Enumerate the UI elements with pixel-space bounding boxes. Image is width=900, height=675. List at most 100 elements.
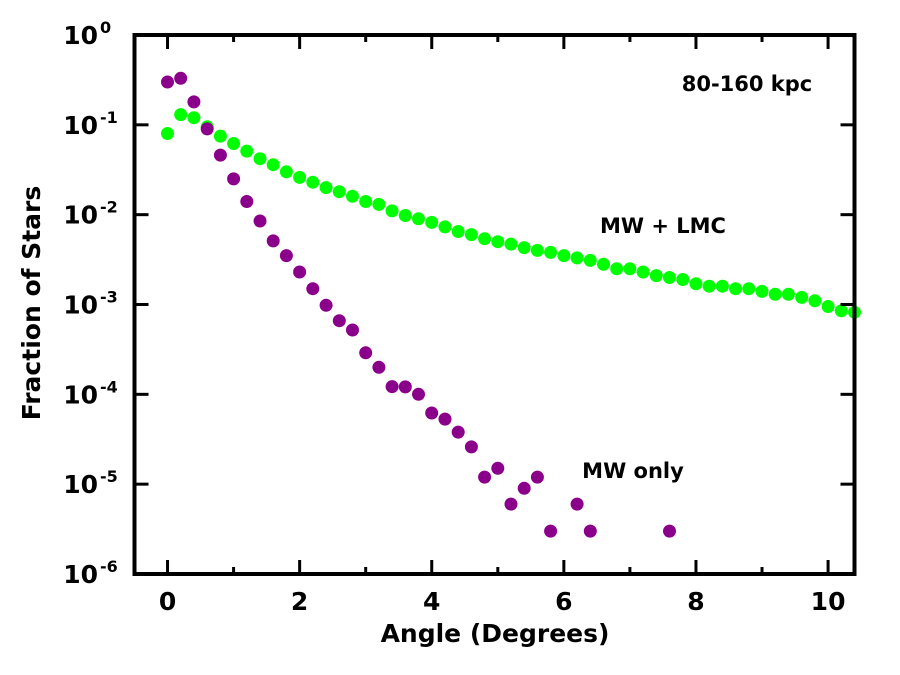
y-tick-exponent: -6 xyxy=(100,557,118,576)
data-point xyxy=(385,204,399,218)
data-point xyxy=(412,212,425,226)
data-point xyxy=(253,214,267,228)
data-point xyxy=(491,235,505,249)
data-point xyxy=(478,470,492,484)
data-point xyxy=(372,197,386,211)
data-point xyxy=(583,524,597,538)
data-point xyxy=(504,497,518,511)
data-point xyxy=(636,265,650,279)
data-point xyxy=(359,346,373,360)
data-point xyxy=(187,111,201,125)
y-tick-label: 10 xyxy=(63,470,98,499)
data-point xyxy=(663,524,676,538)
y-tick-label: 10 xyxy=(63,21,98,50)
data-point xyxy=(768,287,782,301)
data-point xyxy=(597,257,610,271)
data-point xyxy=(174,108,188,122)
points-layer xyxy=(161,71,861,538)
y-tick-exponent: -5 xyxy=(100,467,118,486)
data-point xyxy=(729,282,743,296)
data-point xyxy=(715,279,729,293)
data-point xyxy=(530,470,544,484)
x-tick-label: 4 xyxy=(423,587,440,616)
data-point xyxy=(464,440,478,454)
data-point xyxy=(346,323,359,337)
data-point xyxy=(359,195,373,208)
data-point xyxy=(279,249,293,263)
data-point xyxy=(332,314,346,328)
data-point xyxy=(464,228,478,242)
y-tick-label: 10 xyxy=(63,291,98,320)
data-point xyxy=(544,245,558,259)
data-point xyxy=(742,282,756,296)
data-point xyxy=(570,497,584,511)
data-point xyxy=(213,148,227,162)
data-point xyxy=(372,360,386,374)
data-point xyxy=(676,273,690,286)
data-point xyxy=(702,279,716,293)
data-point xyxy=(227,172,241,186)
data-point xyxy=(398,380,412,394)
data-point xyxy=(306,175,320,189)
data-point xyxy=(174,71,188,85)
data-point xyxy=(517,481,531,495)
data-point xyxy=(504,237,518,251)
annotation-distance-range: 80-160 kpc xyxy=(682,72,813,96)
data-point xyxy=(491,461,505,475)
data-point xyxy=(781,287,795,301)
data-point xyxy=(227,137,241,150)
data-point xyxy=(451,225,465,238)
annotation-mw-only: MW only xyxy=(582,459,684,483)
plot-frame xyxy=(132,33,857,576)
data-point xyxy=(187,95,201,109)
x-tick-label: 6 xyxy=(555,587,572,616)
data-point xyxy=(425,215,439,229)
data-point xyxy=(438,412,452,426)
y-tick-label: 10 xyxy=(63,201,98,230)
data-point xyxy=(557,249,571,263)
data-point xyxy=(266,234,280,248)
data-point xyxy=(478,232,492,246)
data-point xyxy=(293,170,307,184)
data-point xyxy=(583,253,597,267)
data-point xyxy=(240,195,254,208)
data-point xyxy=(306,282,320,296)
x-axis-label: Angle (Degrees) xyxy=(381,619,610,648)
x-tick-label: 8 xyxy=(687,587,704,616)
data-point xyxy=(279,165,293,179)
data-point xyxy=(530,243,544,257)
data-point xyxy=(319,181,333,195)
data-point xyxy=(623,262,637,276)
x-tick-label: 2 xyxy=(291,587,308,616)
data-point xyxy=(649,269,663,283)
data-point xyxy=(253,152,267,166)
data-point xyxy=(425,406,439,420)
data-point xyxy=(161,75,174,89)
data-point xyxy=(663,271,676,284)
data-point xyxy=(451,425,465,439)
data-point xyxy=(755,284,769,298)
y-tick-label: 10 xyxy=(63,380,98,409)
data-point xyxy=(795,290,809,304)
y-tick-exponent: -2 xyxy=(100,198,118,217)
data-point xyxy=(821,300,835,313)
data-point xyxy=(834,304,848,318)
data-point xyxy=(544,524,558,538)
y-tick-exponent: -3 xyxy=(100,288,118,307)
data-point xyxy=(319,298,333,312)
data-point xyxy=(213,129,227,143)
data-point xyxy=(412,387,425,401)
data-point xyxy=(200,122,214,136)
data-point xyxy=(689,277,703,291)
annotation-mw-lmc: MW + LMC xyxy=(600,214,726,238)
data-point xyxy=(385,380,399,394)
y-tick-exponent: 0 xyxy=(100,18,111,37)
x-tick-label: 10 xyxy=(811,587,846,616)
data-point xyxy=(517,241,531,255)
series-mw-only xyxy=(161,71,676,538)
y-tick-label: 10 xyxy=(63,560,98,589)
data-point xyxy=(438,220,452,234)
x-tick-label: 0 xyxy=(159,587,176,616)
